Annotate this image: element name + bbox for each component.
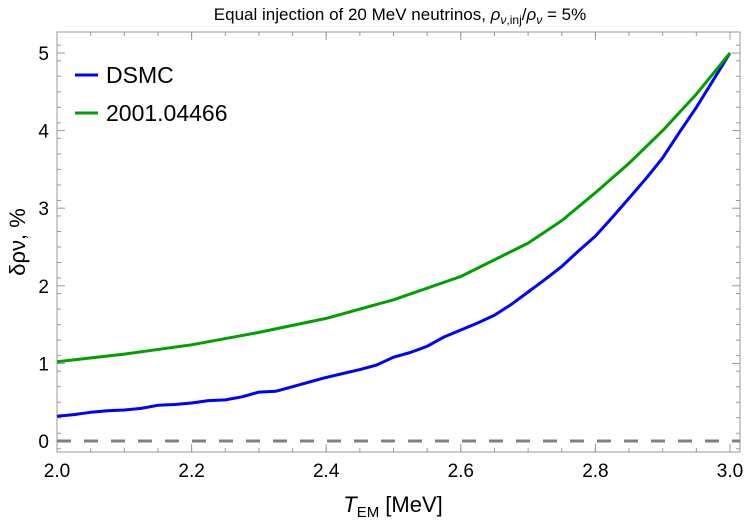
y-tick-label: 3 — [38, 199, 49, 220]
y-tick-label: 1 — [38, 354, 49, 375]
series-line-reference — [56, 52, 732, 364]
y-tick-label: 4 — [38, 122, 49, 143]
chart-title: Equal injection of 20 MeV neutrinos, ρν,… — [214, 5, 586, 27]
y-tick-label: 2 — [38, 277, 49, 298]
x-axis-label: TEM [MeV] — [343, 492, 443, 521]
legend-label: DSMC — [106, 62, 174, 88]
x-tick-label: 3.0 — [717, 461, 743, 482]
legend-label: 2001.04466 — [106, 100, 228, 126]
y-tick-label: 5 — [38, 44, 49, 65]
x-tick-label: 2.4 — [313, 461, 340, 482]
x-tick-label: 2.6 — [448, 461, 474, 482]
plot-frame — [56, 31, 741, 453]
x-tick-label: 2.0 — [44, 461, 70, 482]
x-tick-label: 2.8 — [582, 461, 608, 482]
series-line-dsmc — [56, 52, 732, 418]
y-tick-label: 0 — [38, 432, 49, 453]
x-tick-label: 2.2 — [178, 461, 204, 482]
y-axis-label: δρν, % — [5, 208, 30, 276]
